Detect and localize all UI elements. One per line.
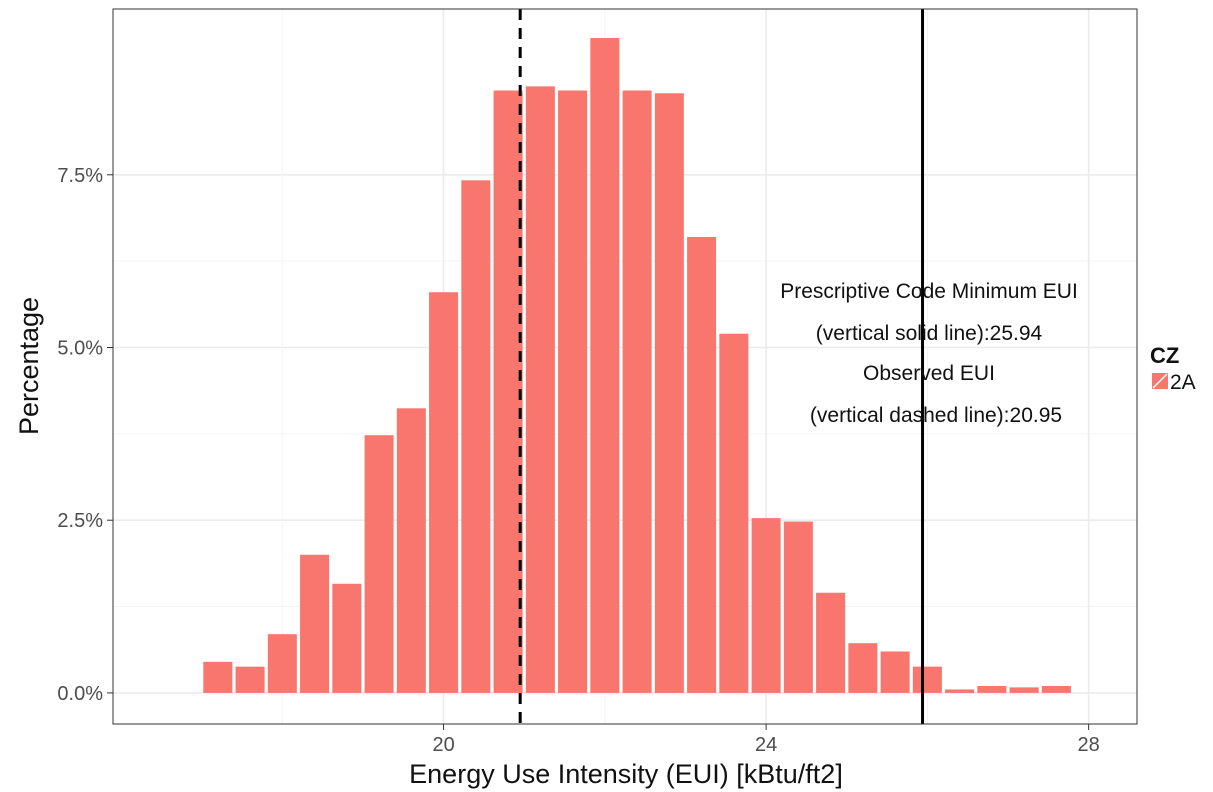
x-tick-label: 20 [432, 734, 454, 756]
histogram-bar [945, 689, 975, 693]
histogram-bar [687, 236, 717, 693]
y-tick-label: 5.0% [57, 338, 103, 360]
histogram-bar [719, 333, 749, 693]
axis-ticks: 0.0% 2.5% 5.0% 7.5% 20 24 28 [57, 165, 1099, 756]
histogram-bar [912, 666, 942, 693]
annotation-line-3: Observed EUI [863, 362, 995, 385]
histogram-bar [880, 651, 910, 693]
histogram-bar [300, 554, 330, 693]
y-tick-label: 0.0% [57, 683, 103, 705]
histogram-bar [332, 583, 362, 693]
histogram-bar [429, 292, 459, 693]
histogram-bar [1041, 686, 1071, 693]
y-tick-label: 7.5% [57, 165, 103, 187]
histogram-bar [396, 408, 426, 693]
annotation-line-2: (vertical solid line):25.94 [816, 322, 1043, 345]
histogram-bar [493, 90, 523, 693]
histogram-bar [622, 90, 652, 693]
histogram-bar [558, 90, 588, 693]
legend: CZ 2A [1150, 343, 1196, 394]
histogram-bar [267, 634, 297, 693]
histogram-bar [203, 661, 233, 693]
histogram-bar [977, 686, 1007, 693]
histogram-bar [751, 518, 781, 693]
y-tick-label: 2.5% [57, 510, 103, 532]
annotation-line-4: (vertical dashed line):20.95 [810, 404, 1062, 427]
y-axis-title: Percentage [14, 297, 44, 435]
histogram-bar [364, 435, 394, 693]
histogram-bar [1009, 687, 1039, 693]
legend-label-2a: 2A [1170, 371, 1196, 394]
histogram-bar [783, 521, 813, 693]
histogram-bar [525, 86, 555, 693]
legend-title: CZ [1150, 343, 1179, 368]
bars [203, 38, 1071, 693]
histogram-bar [654, 93, 684, 693]
x-axis-title: Energy Use Intensity (EUI) [kBtu/ft2] [409, 759, 843, 789]
reference-lines [518, 9, 925, 724]
annotations: Prescriptive Code Minimum EUI (vertical … [780, 280, 1078, 427]
histogram-bar [848, 643, 878, 693]
histogram-bar [461, 180, 491, 693]
histogram-bar [235, 666, 265, 693]
histogram-bar [590, 38, 620, 693]
annotation-line-1: Prescriptive Code Minimum EUI [780, 280, 1078, 303]
legend-swatch-slash [1152, 373, 1168, 389]
histogram-bar [816, 592, 846, 693]
plot-panel-border [112, 8, 1138, 725]
x-tick-label: 28 [1077, 734, 1099, 756]
x-tick-label: 24 [755, 734, 777, 756]
